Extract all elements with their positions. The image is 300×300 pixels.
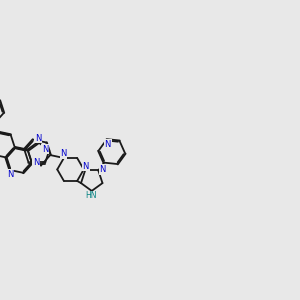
Text: N: N	[82, 162, 89, 171]
Text: N: N	[7, 170, 13, 179]
Text: N: N	[42, 145, 48, 154]
Text: N: N	[99, 165, 106, 174]
Text: N: N	[35, 134, 41, 142]
Text: N: N	[33, 158, 39, 167]
Text: N: N	[105, 140, 111, 149]
Text: HN: HN	[85, 191, 97, 200]
Text: N: N	[60, 149, 67, 158]
